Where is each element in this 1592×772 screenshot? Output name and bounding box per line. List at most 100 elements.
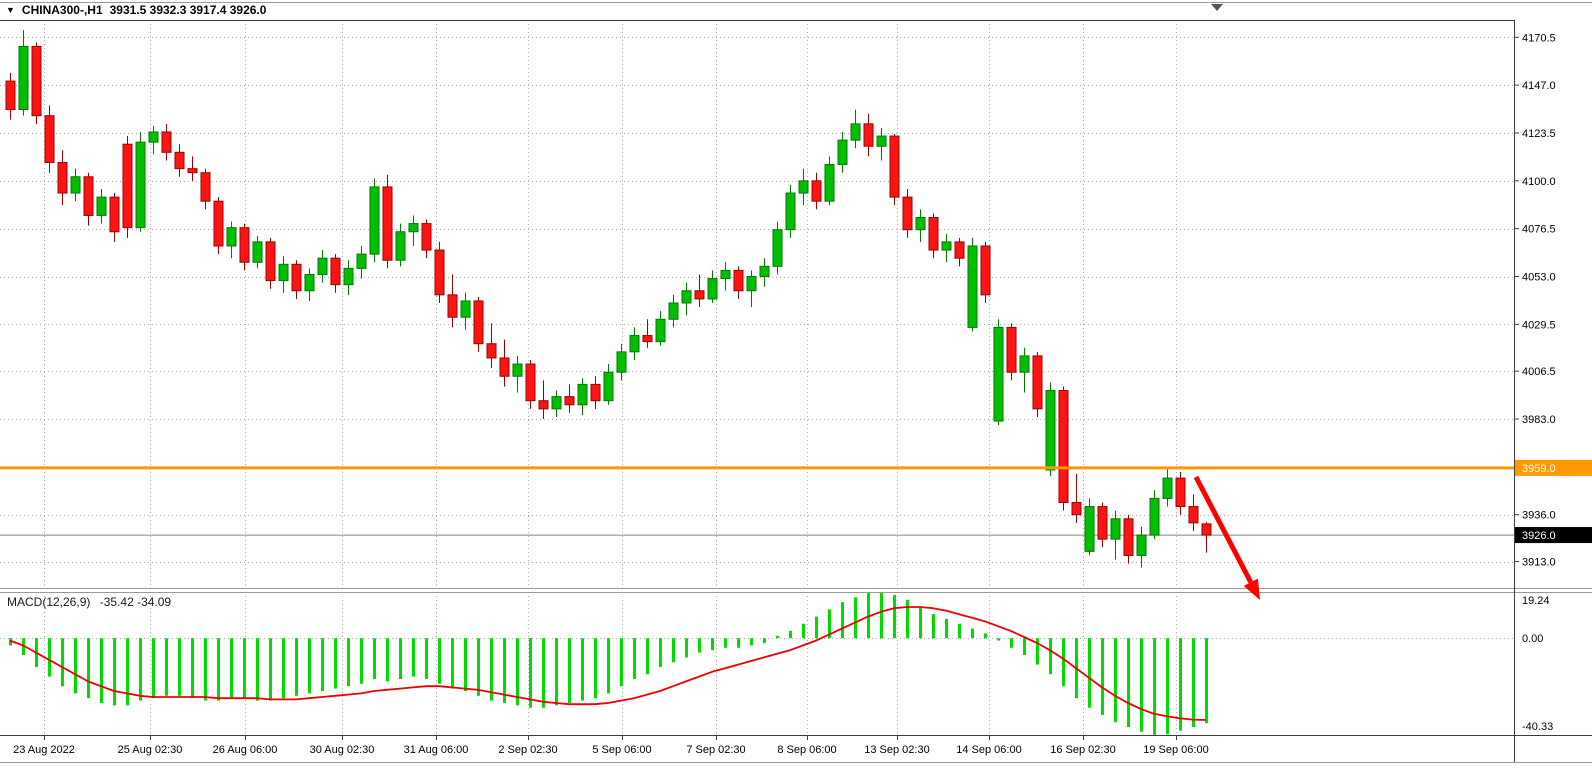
price-label: 4076.5 [1522,224,1556,236]
time-axis[interactable]: 23 Aug 2022 25 Aug 02:30 26 Aug 06:00 30 Au… [13,735,1209,756]
candle-body [356,253,367,269]
candle-body [1084,506,1095,552]
macd-axis-label: -40.33 [1522,721,1553,733]
price-tag [1515,527,1592,544]
price-label: 4123.5 [1522,128,1556,140]
time-label: 13 Sep 02:30 [864,744,929,756]
candle-body [681,290,692,304]
arrow-shaft [1193,475,1253,584]
candle-body [772,229,783,267]
candle-body [161,131,172,153]
candle-body [460,300,471,318]
candle-body [980,245,991,296]
price-label: 4100.0 [1522,176,1556,188]
candle-body [1097,506,1108,540]
macd-histogram [9,592,1208,735]
price-axis[interactable]: 4170.5 4147.0 4123.5 4100.0 4076.5 4053.0 4029… [1514,32,1592,569]
trend-arrow-object[interactable] [1193,475,1260,600]
candles[interactable] [5,30,1212,568]
candle-body [421,223,432,251]
candle-body [915,216,926,231]
candle-body [512,363,523,377]
candle-body [1006,326,1017,373]
candle-body [1188,506,1199,524]
candle-body [759,265,770,278]
candle-body [1123,518,1134,556]
price-label: 4029.5 [1522,319,1556,331]
candle-body [590,383,601,402]
price-label: 4053.0 [1522,272,1556,284]
candle-body [525,363,536,402]
time-label: 14 Sep 06:00 [956,744,1021,756]
candle-body [265,241,276,282]
chart-shift-marker-icon[interactable] [1211,4,1223,11]
time-label: 26 Aug 06:00 [213,744,278,756]
candle-body [291,263,302,292]
time-label: 19 Sep 06:00 [1143,744,1208,756]
candle-body [785,192,796,231]
candle-body [928,216,939,251]
time-label: 7 Sep 02:30 [686,744,745,756]
collapse-arrow-icon[interactable]: ▼ [6,4,15,15]
candle-body [668,302,679,320]
candle-body [616,351,627,373]
candle-body [707,278,718,300]
candle-body [863,123,874,147]
arrow-head [1243,578,1260,600]
candle-body [1136,534,1147,556]
candle-body [798,180,809,194]
time-label: 2 Sep 02:30 [498,744,557,756]
candle-body [304,273,315,292]
ohlc-values: 3931.5 3932.3 3917.4 3926.0 [109,3,267,17]
candle-body [1071,501,1082,516]
candle-body [31,45,42,117]
candle-body [57,162,68,194]
candle-body [317,257,328,275]
candle-body [564,396,575,406]
candle-body [1019,355,1030,373]
candle-body [499,357,510,377]
candle-body [967,245,978,328]
candle-body [226,227,237,247]
candle-body [811,180,822,202]
macd-axis[interactable]: 19.24 0.00 -40.33 [1522,595,1553,733]
symbol-period-label: CHINA300-,H1 [21,3,103,17]
candle-body [434,249,445,296]
price-label: 3936.0 [1522,510,1556,522]
candle-body [278,263,289,282]
candle-body [382,186,393,261]
candle-body [96,196,107,216]
candle-body [538,400,549,410]
price-label: 3983.0 [1522,414,1556,426]
candle-body [889,135,900,198]
candle-body [694,290,705,300]
candle-body [343,267,354,286]
candle-body [941,241,952,251]
candle-body [746,276,757,292]
candle-body [18,45,29,111]
macd-axis-label: 19.24 [1522,595,1550,607]
candle-body [1175,477,1186,508]
macd-values: -35.42 -34.09 [99,595,172,609]
price-tag-label: 3959.0 [1522,463,1556,475]
candle-body [447,294,458,318]
candle-body [187,168,198,174]
time-label: 5 Sep 06:00 [592,744,651,756]
time-label: 25 Aug 02:30 [118,744,183,756]
candle-body [174,151,185,170]
candle-body [1149,497,1160,536]
candle-body [1045,390,1056,471]
macd-indicator-label: MACD(12,26,9) -35.42 -34.09 [7,595,177,609]
price-label: 3913.0 [1522,557,1556,569]
candle-body [135,141,146,229]
candle-body [1110,518,1121,540]
candle-body [720,269,731,280]
candle-body [148,131,159,143]
price-label: 4006.5 [1522,366,1556,378]
candle-body [200,172,211,202]
price-tag-label: 3926.0 [1522,530,1556,542]
candle-body [1201,523,1212,536]
candle-body [252,241,263,263]
